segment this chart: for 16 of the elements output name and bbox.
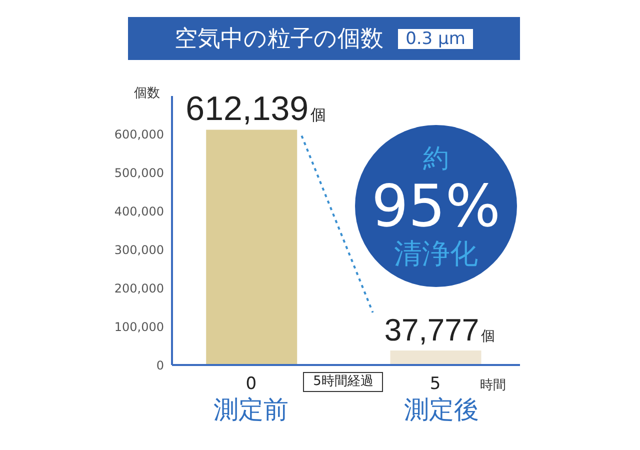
data-label: 612,139個 [186,90,326,128]
y-tick-label: 0 [156,358,164,372]
x-tick-label: 5 [430,374,441,394]
y-tick-label: 400,000 [114,204,164,219]
text: 測定前 [212,395,290,425]
y-tick-label: 100,000 [114,320,164,334]
chart-title: 空気中の粒子の個数 [174,25,384,54]
y-tick-label: 600,000 [114,128,164,142]
x-axis-title: 時間 [480,377,506,394]
y-axis-title: 個数 [134,85,160,102]
y-tick-label: 200,000 [114,281,164,296]
text: 測定後 [402,395,480,425]
text: 5時間経過 [303,372,384,392]
chart-subtitle: 0.3 μm [398,28,474,48]
y-tick-label: 300,000 [114,242,164,257]
y-tick-label: 500,000 [114,166,164,180]
